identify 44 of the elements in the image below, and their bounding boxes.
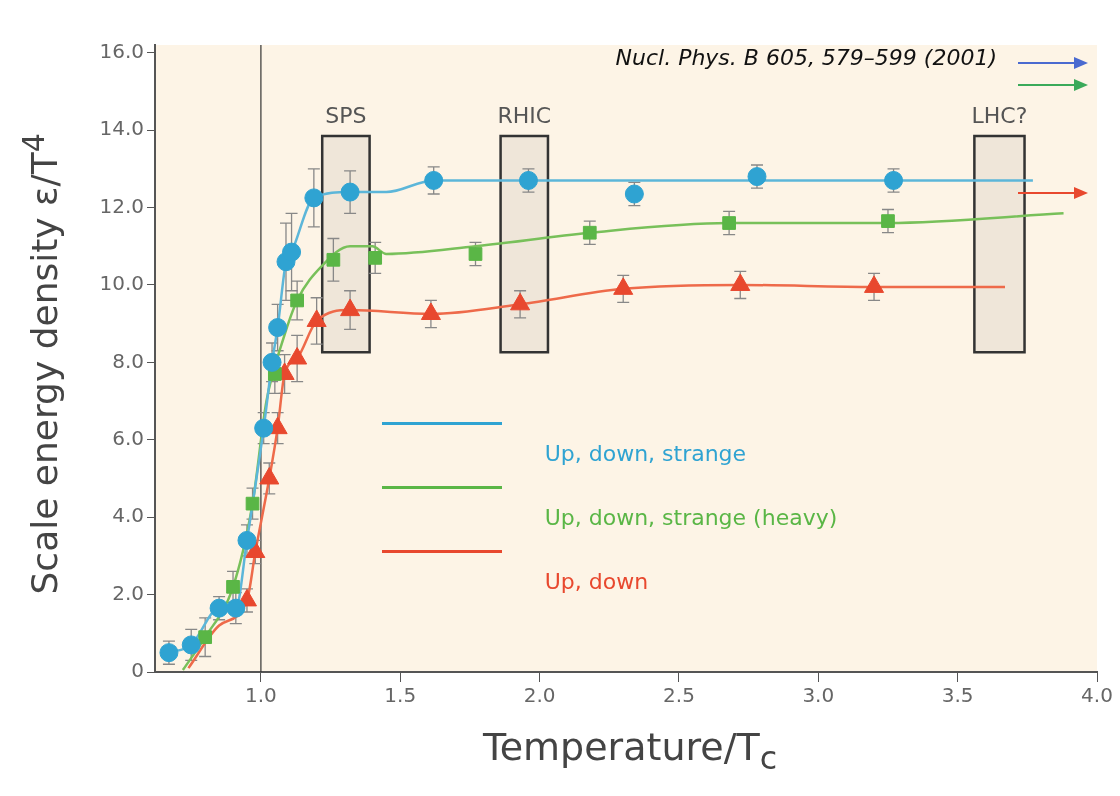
point — [237, 530, 257, 550]
y-tick-label: 6.0 — [112, 425, 144, 450]
point — [582, 225, 597, 240]
point — [368, 251, 383, 265]
point — [304, 188, 324, 208]
y-tick-label: 0 — [131, 658, 144, 683]
text: Up, down — [544, 569, 649, 595]
x-tick-label: 3.0 — [802, 683, 835, 708]
x-tick-label: 2.0 — [523, 683, 556, 708]
band-label: LHC? — [971, 102, 1028, 128]
y-tick-label: 12.0 — [99, 193, 144, 218]
band-label: SPS — [325, 102, 367, 128]
point — [290, 293, 304, 308]
point — [254, 418, 274, 438]
point — [326, 252, 341, 267]
point — [268, 318, 288, 338]
x-tick-label: 1.5 — [384, 683, 417, 708]
text: Up, down, strange — [544, 441, 747, 467]
text: Up, down, strange (heavy) — [544, 505, 838, 531]
x-tick-label: 3.5 — [941, 683, 974, 708]
x-tick-label: 2.5 — [663, 683, 695, 708]
y-tick-label: 16.0 — [99, 38, 144, 63]
point — [282, 242, 302, 262]
band-label: RHIC — [497, 102, 552, 128]
y-tick-label: 2.0 — [112, 580, 144, 605]
point — [881, 214, 895, 228]
x-tick-label: 1.0 — [245, 683, 277, 708]
point — [198, 630, 213, 645]
point — [424, 170, 444, 190]
y-tick-label: 14.0 — [99, 116, 144, 141]
point — [226, 579, 240, 594]
point — [722, 216, 736, 230]
x-axis-title: Temperature/T$_{c}$ — [481, 725, 779, 776]
x-tick-label: 4.0 — [1081, 683, 1113, 708]
y-tick-label: 10.0 — [99, 271, 144, 296]
point — [262, 352, 282, 372]
y-tick-label: 4.0 — [112, 503, 144, 528]
point — [181, 635, 201, 655]
point — [245, 496, 260, 511]
point — [226, 598, 246, 618]
y-tick-label: 8.0 — [112, 348, 144, 373]
point — [340, 182, 360, 202]
point — [468, 247, 483, 261]
annotation: Nucl. Phys. B 605, 579–599 (2001) — [615, 44, 997, 70]
